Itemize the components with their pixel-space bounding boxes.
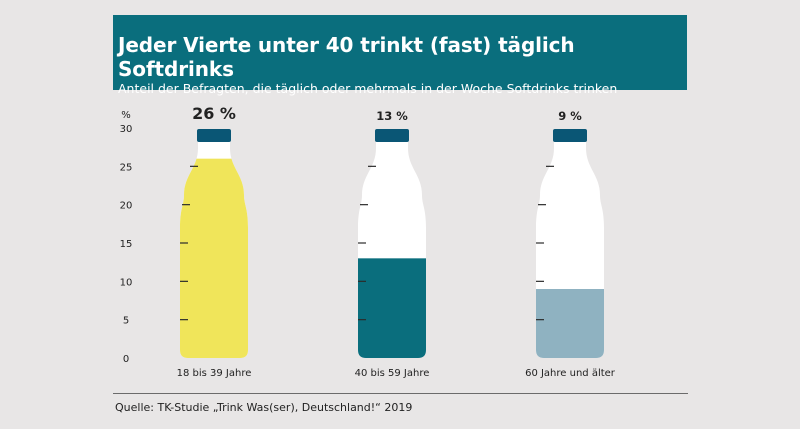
y-tick-label: 20 [120, 201, 133, 212]
chart-subtitle: Anteil der Befragten, die täglich oder m… [118, 81, 618, 96]
data-label: 13 % [376, 109, 408, 123]
y-tick-label: 0 [123, 354, 129, 365]
bottle-cap [197, 129, 231, 142]
y-axis-unit: % [121, 110, 131, 121]
source-note: Quelle: TK-Studie „Trink Was(ser), Deuts… [115, 401, 413, 414]
y-tick-label: 10 [120, 277, 133, 288]
chart-header: Jeder Vierte unter 40 trinkt (fast) tägl… [113, 15, 687, 96]
x-category-label: 18 bis 39 Jahre [177, 368, 252, 379]
bottle-fill-bar [358, 258, 426, 358]
x-category-label: 40 bis 59 Jahre [355, 368, 430, 379]
y-tick-label: 15 [120, 239, 133, 250]
data-label: 9 % [558, 109, 582, 123]
bottle-fill-bar [536, 289, 604, 358]
bottle-fill-bar [180, 158, 248, 358]
chart-title: Jeder Vierte unter 40 trinkt (fast) tägl… [118, 33, 575, 81]
bottle-cap [553, 129, 587, 142]
y-tick-label: 30 [120, 124, 133, 135]
y-tick-label: 25 [120, 162, 133, 173]
bottle-cap [375, 129, 409, 142]
y-tick-label: 5 [123, 316, 129, 327]
x-category-label: 60 Jahre und älter [525, 368, 616, 379]
footer-divider [113, 393, 688, 394]
data-label: 26 % [192, 104, 236, 123]
